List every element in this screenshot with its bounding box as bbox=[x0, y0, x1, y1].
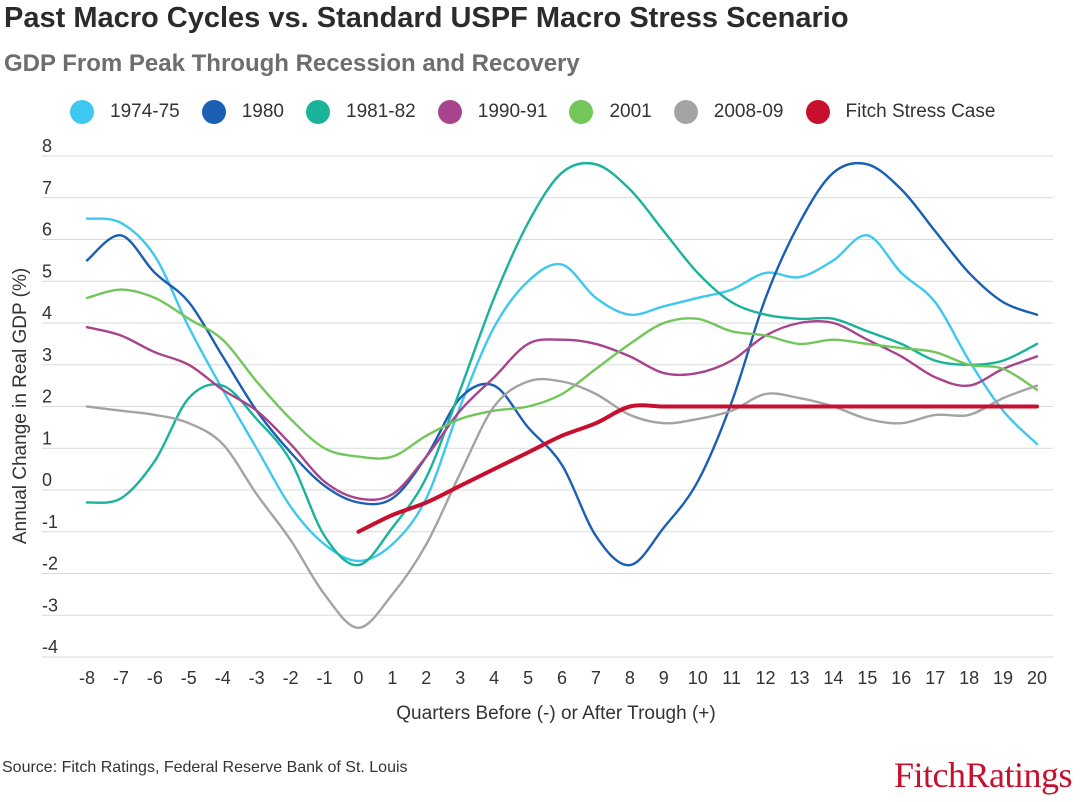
x-tick-label: -4 bbox=[215, 668, 231, 688]
y-axis-label: Annual Change in Real GDP (%) bbox=[10, 268, 31, 544]
series-line-fitch-stress-case bbox=[356, 403, 1039, 534]
x-tick-label: -8 bbox=[79, 668, 95, 688]
series-line-1981-82 bbox=[85, 161, 1039, 567]
x-tick-label: -7 bbox=[113, 668, 129, 688]
chart-legend: 1974-75 1980 1981-82 1990-91 2001 2008-09 Fitc… bbox=[70, 100, 1017, 124]
y-tick-label: 4 bbox=[42, 303, 52, 323]
legend-swatch bbox=[437, 100, 462, 124]
legend-item: 1990-91 bbox=[437, 100, 548, 124]
legend-label: 1981-82 bbox=[346, 101, 416, 122]
y-tick-label: 6 bbox=[42, 220, 52, 240]
legend-item: 1974-75 bbox=[70, 100, 180, 124]
x-tick-label: 15 bbox=[857, 668, 877, 688]
x-tick-label: 4 bbox=[489, 668, 499, 688]
x-axis-label: Quarters Before (-) or After Trough (+) bbox=[396, 703, 715, 724]
y-tick-label: 2 bbox=[42, 387, 52, 407]
x-tick-label: 13 bbox=[789, 668, 809, 688]
x-tick-label: 7 bbox=[591, 668, 601, 688]
series-line-2001 bbox=[85, 288, 1039, 460]
x-tick-label: 14 bbox=[823, 668, 843, 688]
source-note: Source: Fitch Ratings, Federal Reserve B… bbox=[2, 759, 408, 776]
legend-label: 2001 bbox=[609, 101, 652, 122]
x-tick-label: 2 bbox=[421, 668, 431, 688]
x-tick-label: -6 bbox=[147, 668, 163, 688]
x-tick-label: -2 bbox=[283, 668, 299, 688]
x-tick-label: 5 bbox=[523, 668, 533, 688]
y-tick-label: -2 bbox=[42, 554, 58, 574]
x-tick-label: 6 bbox=[557, 668, 567, 688]
y-tick-label: 1 bbox=[42, 428, 52, 448]
x-tick-label: 3 bbox=[455, 668, 465, 688]
x-tick-label: 9 bbox=[659, 668, 669, 688]
legend-item: 2001 bbox=[569, 100, 652, 124]
x-tick-label: 16 bbox=[891, 668, 911, 688]
y-tick-label: -4 bbox=[42, 637, 58, 657]
legend-item: 2008-09 bbox=[673, 100, 784, 124]
y-tick-label: 5 bbox=[42, 261, 52, 281]
x-tick-label: 11 bbox=[722, 668, 741, 688]
legend-swatch bbox=[673, 100, 698, 124]
legend-item: 1981-82 bbox=[306, 100, 416, 124]
x-tick-label: 8 bbox=[625, 668, 635, 688]
series-line-2008-09 bbox=[85, 377, 1039, 629]
y-tick-label: -3 bbox=[42, 595, 58, 615]
x-tick-label: 0 bbox=[353, 668, 363, 688]
legend-swatch bbox=[70, 100, 94, 124]
y-tick-label: 8 bbox=[42, 136, 52, 156]
legend-swatch bbox=[201, 100, 226, 124]
x-tick-label: 17 bbox=[925, 668, 945, 688]
chart-title: Past Macro Cycles vs. Standard USPF Macr… bbox=[4, 2, 849, 34]
series-line-1974-75 bbox=[85, 217, 1039, 563]
x-tick-label: 10 bbox=[688, 668, 708, 688]
x-tick-label: -1 bbox=[316, 668, 332, 688]
legend-label: 2008-09 bbox=[713, 101, 784, 122]
x-tick-label: 19 bbox=[993, 668, 1013, 688]
legend-swatch bbox=[306, 100, 331, 124]
legend-label: Fitch Stress Case bbox=[845, 101, 996, 122]
x-tick-label: -3 bbox=[249, 668, 265, 688]
legend-label: 1974-75 bbox=[110, 101, 180, 122]
y-tick-label: -1 bbox=[42, 512, 58, 532]
x-tick-label: -5 bbox=[181, 668, 197, 688]
legend-label: 1980 bbox=[241, 101, 285, 122]
legend-item: 1980 bbox=[201, 100, 285, 124]
x-tick-label: 20 bbox=[1027, 668, 1047, 688]
x-tick-label: 12 bbox=[756, 668, 776, 688]
legend-label: 1990-91 bbox=[477, 101, 548, 122]
chart-subtitle: GDP From Peak Through Recession and Reco… bbox=[4, 50, 580, 77]
fitch-ratings-logo: FitchRatings bbox=[893, 755, 1073, 795]
y-tick-label: 3 bbox=[42, 345, 52, 365]
y-tick-label: 0 bbox=[42, 470, 52, 490]
x-tick-label: 18 bbox=[959, 668, 979, 688]
legend-swatch bbox=[569, 100, 594, 124]
series-line-1980 bbox=[85, 161, 1039, 567]
legend-swatch bbox=[805, 100, 830, 124]
legend-item: Fitch Stress Case bbox=[805, 100, 996, 124]
x-tick-label: 1 bbox=[387, 668, 397, 688]
y-tick-label: 7 bbox=[42, 178, 52, 198]
